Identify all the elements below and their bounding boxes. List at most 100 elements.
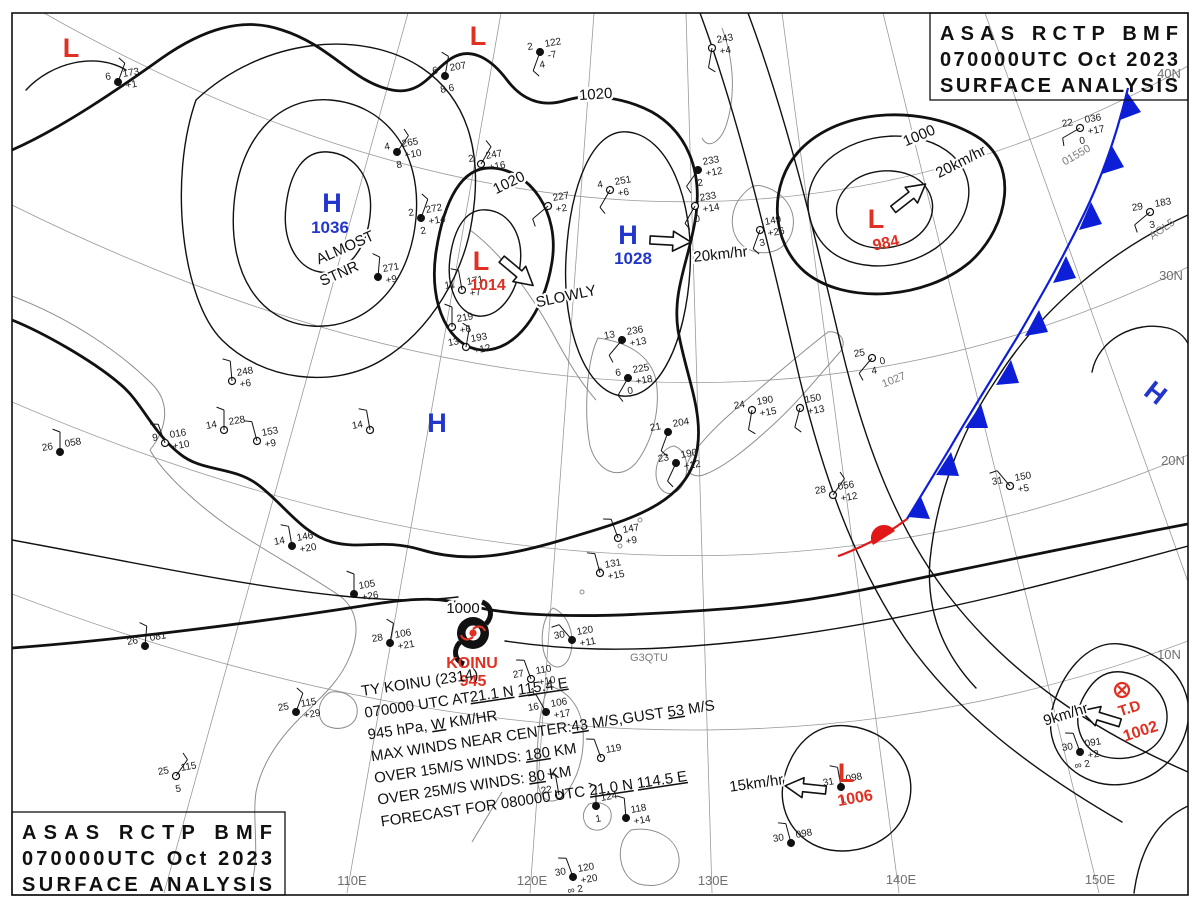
station-extra: 8 6 <box>440 83 456 96</box>
station-plot: 25 04 <box>853 347 887 381</box>
wind-barb-tick <box>441 51 449 57</box>
coast-visayas <box>582 802 612 831</box>
wind-barb <box>1062 127 1081 139</box>
station-extra: 4 <box>539 59 547 71</box>
title-line-3: SURFACE ANALYSIS <box>940 75 1178 97</box>
wind-barb <box>480 146 492 165</box>
wind-barb-tick <box>516 659 525 661</box>
station-temp: 25 <box>157 765 170 778</box>
wind-barb-tick <box>829 765 838 768</box>
isobar-high1036-inner <box>284 151 372 274</box>
station-pressure: 118 <box>630 802 648 816</box>
wind-barb <box>377 257 381 278</box>
cold-front-triangle <box>1053 256 1076 283</box>
station-extra: 2 <box>420 225 428 237</box>
wind-barb <box>785 823 792 844</box>
station-pressure: 106 <box>394 627 413 641</box>
coast-ne-china <box>469 229 597 401</box>
wind-barb-tick <box>667 480 674 488</box>
td-circle <box>1113 681 1131 699</box>
wind-barb <box>708 47 713 68</box>
station-pressure: 219 <box>456 311 475 325</box>
station-plot: 219+6 <box>444 303 475 337</box>
station-pressure: 247 <box>485 148 504 162</box>
station-tendency: +10 <box>172 439 191 453</box>
wind-barb-tick <box>752 248 760 255</box>
typhoon-tail <box>453 640 466 667</box>
map-label: 1020 <box>578 85 612 104</box>
station-temp: 11 <box>444 279 457 292</box>
wind-barb <box>229 361 233 382</box>
wind-barb-tick <box>528 694 537 697</box>
station-pressure: 098 <box>845 771 864 785</box>
station-tendency: 0 <box>879 356 887 368</box>
station-pressure: 228 <box>228 414 247 428</box>
typhoon-eye-arm <box>459 634 474 641</box>
station-tendency: +16 <box>488 160 507 174</box>
wind-barb <box>752 229 761 249</box>
title-block-top-right: ASAS RCTP BMF 070000UTC Oct 2023 SURFACE… <box>929 12 1189 101</box>
isobar-high1036-outer <box>180 43 477 379</box>
coast-taiwan <box>541 607 573 668</box>
td-symbol <box>1113 681 1131 699</box>
coast-palawan <box>471 791 503 843</box>
wind-barb-tick <box>599 207 606 214</box>
wind-barb-tick <box>444 303 453 308</box>
wind-barb-tick <box>989 470 998 474</box>
wind-barb-tick <box>358 408 367 411</box>
isobar-east-1 <box>699 13 1123 823</box>
station-pressure: 106 <box>550 696 569 710</box>
wind-barb <box>444 56 449 77</box>
station-pressure: 150 <box>804 392 823 406</box>
station-pressure: 115 <box>180 760 198 774</box>
station-plot: 233+122 <box>686 154 724 194</box>
isobar-1020-ring-low1014 <box>433 166 555 352</box>
map-label: L <box>838 758 855 788</box>
station-temp: 6 <box>615 367 623 379</box>
wind-barb-tick <box>296 687 304 694</box>
wind-barb <box>157 424 166 444</box>
title-line-2: 070000UTC Oct 2023 <box>940 49 1178 71</box>
station-plot: 28 106+21 <box>371 618 416 653</box>
map-label: 10N <box>1157 647 1181 662</box>
station-pressure: 146 <box>296 530 315 544</box>
meridian-100e <box>163 13 409 894</box>
station-tendency: +26 <box>767 226 786 240</box>
station-extra: 3 <box>759 237 767 249</box>
station-tendency: +2 <box>555 203 569 216</box>
station-plot: 14 <box>351 408 375 435</box>
station-extra: 1 <box>840 794 848 806</box>
station-tendency: +6 <box>617 187 631 200</box>
station-tendency: +20 <box>580 873 599 887</box>
isobar-low1006-ring <box>781 724 912 852</box>
map-label: L <box>868 204 885 234</box>
station-temp: 22 <box>540 784 553 797</box>
station-pressure: 147 <box>622 522 641 536</box>
station-temp: 30 <box>554 866 567 879</box>
station-tendency: +13 <box>629 336 648 350</box>
station-tendency: +7 <box>469 287 483 300</box>
station-pressure: 110 <box>535 663 553 677</box>
wind-barb-tick <box>485 140 492 147</box>
station-tendency: +14 <box>633 814 652 828</box>
station-tendency: +12 <box>705 166 724 180</box>
wind-barb <box>837 767 842 788</box>
wind-barb-tick <box>222 358 231 362</box>
station-plot: 4 251+6 <box>597 174 633 214</box>
station-pressure: 122 <box>544 36 563 50</box>
map-label: 1028 <box>614 249 652 268</box>
station-tendency: +13 <box>807 404 826 418</box>
station-plot: 147+9 <box>603 518 641 548</box>
wind-barb-tick <box>150 423 159 425</box>
map-label: 120E <box>517 873 548 888</box>
station-tendency: +14 <box>702 202 721 216</box>
wind-barb-tick <box>686 186 692 194</box>
isobar-right-high-ring <box>1091 325 1188 389</box>
wind-barb-tick <box>588 782 597 787</box>
station-plot: 2 122-74 <box>527 36 563 77</box>
station-plot: 124 1 <box>588 782 619 825</box>
meridian-150e <box>882 13 1100 894</box>
coast-mindanao <box>619 828 680 886</box>
station-pressure: 207 <box>449 60 468 74</box>
map-label: 140E <box>886 872 917 887</box>
